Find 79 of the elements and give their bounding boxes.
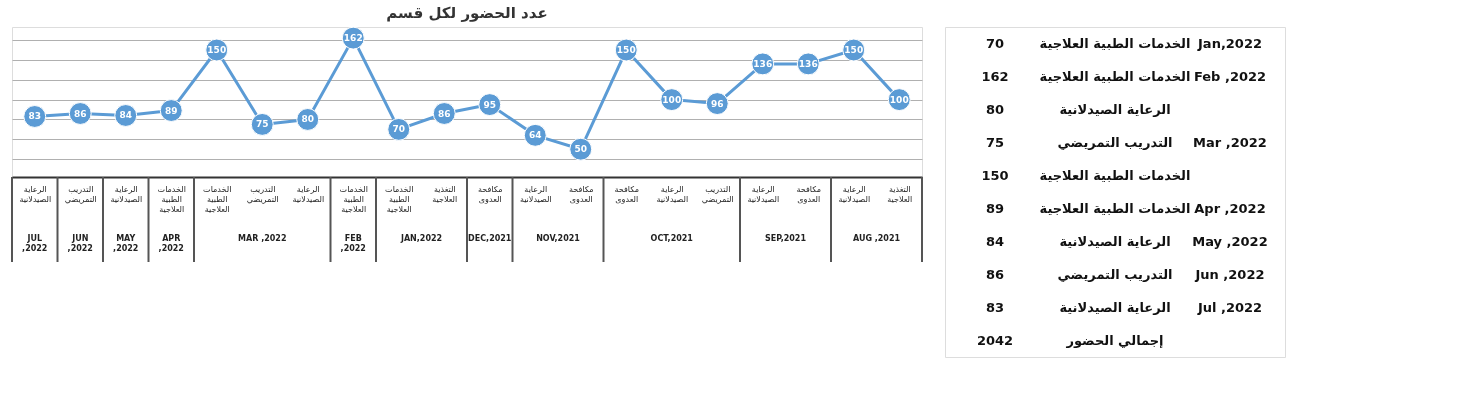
data-label: 80 — [301, 114, 315, 125]
x-tick-label: التغذية العلاجية — [887, 184, 913, 204]
data-label: 136 — [753, 58, 773, 69]
text: DEC,2021 — [468, 234, 512, 243]
text: 80 — [985, 101, 1005, 117]
text: الخدمات الطبية العلاجية — [1039, 35, 1191, 51]
text: الخدمات الطبية العلاجية — [1039, 68, 1191, 84]
text: APR ,2022 — [158, 234, 184, 253]
text: SEP,2021 — [765, 234, 807, 243]
text: MAY ,2022 — [113, 234, 139, 253]
text: 84 — [985, 233, 1005, 249]
data-label: 86 — [437, 108, 451, 119]
text: 150 — [981, 167, 1009, 183]
text: AUG ,2021 — [852, 234, 901, 243]
text: التدريب التمريضي — [1057, 266, 1173, 282]
text: 75 — [985, 134, 1005, 150]
data-label: 95 — [483, 99, 497, 110]
text: إجمالي الحضور — [1065, 332, 1164, 348]
data-label: 136 — [798, 58, 818, 69]
data-label: 86 — [73, 108, 87, 119]
x-tick-label: التدريب التمريضي — [246, 184, 279, 204]
text: 70 — [985, 35, 1005, 51]
text: JUL ,2022 — [22, 234, 48, 253]
text: الخدمات الطبية العلاجية — [1039, 167, 1191, 183]
x-tick-label: مكافحة العدوى — [478, 184, 503, 204]
data-label: 89 — [164, 105, 178, 116]
x-tick-label: الرعاية الصيدلانية — [292, 184, 325, 204]
x-tick-label: الخدمات الطبية العلاجية — [157, 184, 186, 214]
data-label: 50 — [574, 144, 588, 155]
data-label: 100 — [889, 94, 909, 105]
text: FEB ,2022 — [340, 234, 366, 253]
text: 86 — [985, 266, 1005, 282]
x-tick-label: الخدمات الطبية العلاجية — [385, 184, 414, 214]
data-label: 150 — [844, 45, 864, 56]
text: الرعاية الصيدلانية — [1059, 299, 1171, 315]
text: May ,2022 — [1192, 233, 1268, 249]
x-tick-label: التغذية العلاجية — [432, 184, 458, 204]
x-tick-label: الرعاية الصيدلانية — [19, 184, 52, 204]
data-label: 100 — [662, 94, 682, 105]
data-label: 84 — [119, 110, 133, 121]
text: Jul ,2022 — [1196, 299, 1263, 315]
data-label: 162 — [343, 33, 363, 44]
text: Apr ,2022 — [1194, 200, 1266, 216]
text: التدريب التمريضي — [1057, 134, 1173, 150]
x-tick-label: مكافحة العدوى — [569, 184, 594, 204]
data-label: 75 — [255, 119, 269, 130]
chart-title: عدد الحضور لكل قسم — [386, 4, 548, 23]
data-label: 64 — [528, 130, 542, 141]
x-tick-label: مكافحة العدوى — [796, 184, 821, 204]
x-tick-label: الرعاية الصيدلانية — [656, 184, 689, 204]
x-tick-label: الخدمات الطبية العلاجية — [339, 184, 368, 214]
x-tick-label: الخدمات الطبية العلاجية — [203, 184, 232, 214]
x-tick-label: الرعاية الصيدلانية — [519, 184, 552, 204]
text: Jun ,2022 — [1194, 266, 1265, 282]
text: Feb ,2022 — [1193, 68, 1267, 84]
text: MAR ,2022 — [238, 234, 287, 243]
data-label: 70 — [392, 124, 406, 135]
text: 89 — [985, 200, 1005, 216]
text: Mar ,2022 — [1193, 134, 1267, 150]
x-tick-label: الرعاية الصيدلانية — [747, 184, 780, 204]
text: الرعاية الصيدلانية — [1059, 233, 1171, 249]
data-label: 150 — [207, 45, 227, 56]
x-tick-label: مكافحة العدوى — [614, 184, 639, 204]
text: Jan,2022 — [1197, 35, 1262, 51]
x-tick-label: الرعاية الصيدلانية — [110, 184, 143, 204]
data-label: 150 — [616, 45, 636, 56]
text: JAN,2022 — [399, 234, 443, 243]
data-label: 83 — [28, 111, 42, 122]
text: JUN ,2022 — [67, 234, 93, 253]
x-tick-label: التدريب التمريضي — [701, 184, 734, 204]
data-label: 96 — [710, 98, 724, 109]
text: NOV,2021 — [536, 234, 581, 243]
text: 83 — [985, 299, 1005, 315]
text: 2042 — [976, 332, 1014, 348]
text: الرعاية الصيدلانية — [1059, 101, 1171, 117]
text: OCT,2021 — [650, 234, 694, 243]
x-tick-label: الرعاية الصيدلانية — [838, 184, 871, 204]
text: 162 — [981, 68, 1009, 84]
x-tick-label: التدريب التمريضي — [64, 184, 97, 204]
